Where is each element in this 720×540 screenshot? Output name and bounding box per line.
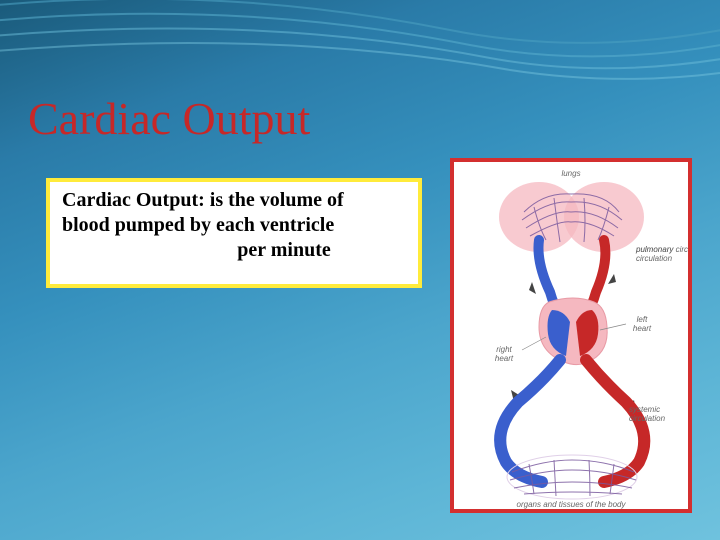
slide-title: Cardiac Output bbox=[28, 92, 310, 145]
circulation-diagram-svg: lungs pulmonary circulation pulmonary ci… bbox=[454, 162, 688, 509]
svg-text:pulmonary circulation: pulmonary circulation bbox=[635, 245, 676, 263]
slide-container: Cardiac Output Cardiac Output: is the vo… bbox=[0, 0, 720, 540]
vena-cava-systemic bbox=[500, 360, 560, 482]
systemic-circ-label: systemic circulation bbox=[629, 405, 666, 423]
organs-label: organs and tissues of the body bbox=[517, 500, 627, 509]
lungs-label: lungs bbox=[561, 169, 580, 178]
circulation-diagram: lungs pulmonary circulation pulmonary ci… bbox=[450, 158, 692, 513]
left-heart-label: leftheart bbox=[633, 315, 652, 333]
definition-line-1: Cardiac Output: is the volume of bbox=[62, 189, 344, 211]
definition-line-3: per minute bbox=[62, 238, 406, 263]
flow-arrow-2 bbox=[608, 274, 616, 284]
definition-textbox: Cardiac Output: is the volume of blood p… bbox=[46, 178, 422, 288]
definition-line-2: blood pumped by each ventricle bbox=[62, 214, 334, 236]
top-swoosh-decoration bbox=[0, 0, 720, 90]
flow-arrow-1 bbox=[529, 282, 536, 294]
right-heart-label: rightheart bbox=[495, 345, 514, 363]
